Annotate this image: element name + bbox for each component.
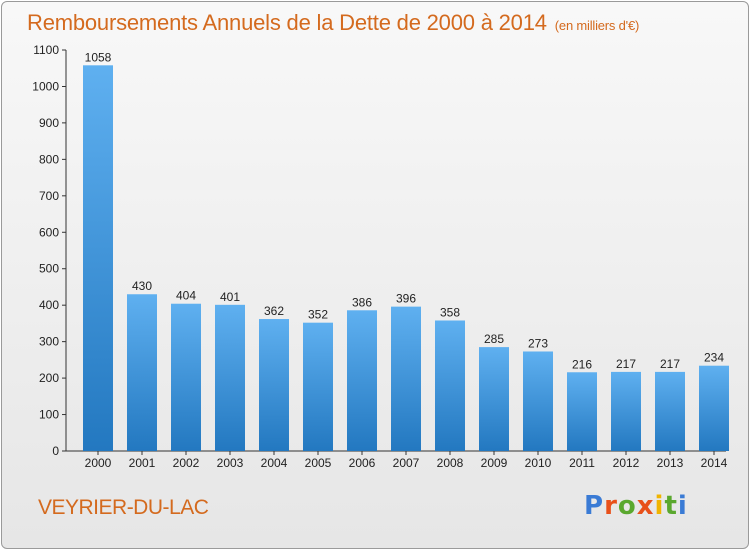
x-tick-label-2013: 2013	[657, 456, 684, 470]
bar-2002	[171, 303, 201, 451]
bar-2014	[699, 365, 729, 451]
x-tick-label-2006: 2006	[349, 456, 376, 470]
y-tick-label: 700	[39, 189, 59, 203]
x-tick-label-2001: 2001	[129, 456, 156, 470]
x-tick-label-2010: 2010	[525, 456, 552, 470]
y-tick-label: 400	[39, 298, 59, 312]
data-label-2008: 358	[440, 305, 460, 319]
bar-2012	[611, 371, 641, 451]
commune-name: VEYRIER-DU-LAC	[38, 496, 209, 519]
logo-letter: t	[664, 491, 678, 521]
logo-letter: i	[654, 491, 665, 521]
data-label-2006: 386	[352, 295, 372, 309]
data-label-2011: 216	[572, 357, 592, 371]
data-label-2002: 404	[176, 289, 196, 303]
y-tick-label: 900	[39, 116, 59, 130]
bar-2006	[347, 310, 377, 451]
y-tick-label: 300	[39, 335, 59, 349]
data-label-2005: 352	[308, 308, 328, 322]
x-tick-label-2008: 2008	[437, 456, 464, 470]
bar-2007	[391, 306, 421, 451]
y-tick-label: 200	[39, 371, 59, 385]
y-tick-label: 600	[39, 225, 59, 239]
y-tick-label: 100	[39, 408, 59, 422]
bar-2008	[435, 320, 465, 451]
bar-2013	[655, 371, 685, 451]
y-tick-label: 0	[52, 444, 59, 458]
y-tick-label: 1000	[32, 79, 59, 93]
x-tick-label-2000: 2000	[85, 456, 112, 470]
y-tick-label: 800	[39, 152, 59, 166]
logo-letter: i	[677, 491, 688, 521]
y-tick-label: 1100	[33, 43, 59, 57]
data-label-2001: 430	[132, 279, 152, 293]
logo-letter: r	[604, 491, 618, 521]
x-tick-label-2003: 2003	[217, 456, 244, 470]
x-tick-label-2002: 2002	[173, 456, 200, 470]
y-tick-label: 500	[39, 262, 59, 276]
bar-2010	[523, 351, 553, 451]
unit-note: (en milliers d'€)	[554, 18, 640, 33]
logo-letter: x	[636, 491, 655, 521]
bar-2005	[303, 322, 333, 451]
data-label-2000: 1058	[85, 50, 112, 64]
data-label-2012: 217	[616, 357, 636, 371]
chart-title-text: Remboursements Annuels de la Dette de 20…	[27, 10, 547, 35]
x-tick-label-2004: 2004	[261, 456, 288, 470]
data-label-2007: 396	[396, 292, 416, 306]
x-tick-label-2011: 2011	[569, 456, 595, 470]
x-tick-label-2007: 2007	[393, 456, 420, 470]
x-tick-label-2014: 2014	[701, 456, 728, 470]
bar-2003	[215, 304, 245, 451]
data-label-2004: 362	[264, 304, 284, 318]
logo-letter: P	[584, 491, 605, 521]
x-tick-label-2012: 2012	[613, 456, 640, 470]
bar-2000	[83, 65, 113, 451]
bar-2009	[479, 347, 509, 451]
bar-2011	[567, 372, 597, 451]
bar-2004	[259, 319, 289, 451]
chart-title: Remboursements Annuels de la Dette de 20…	[27, 10, 639, 36]
data-label-2003: 401	[220, 290, 240, 304]
data-label-2014: 234	[704, 351, 724, 365]
x-tick-label-2009: 2009	[481, 456, 508, 470]
data-label-2013: 217	[660, 357, 680, 371]
bar-2001	[127, 294, 157, 451]
proxiti-logo[interactable]: Proxiti	[584, 491, 688, 521]
data-label-2010: 273	[528, 336, 548, 350]
data-label-2009: 285	[484, 332, 504, 346]
x-tick-label-2005: 2005	[305, 456, 332, 470]
logo-letter: o	[617, 491, 637, 521]
